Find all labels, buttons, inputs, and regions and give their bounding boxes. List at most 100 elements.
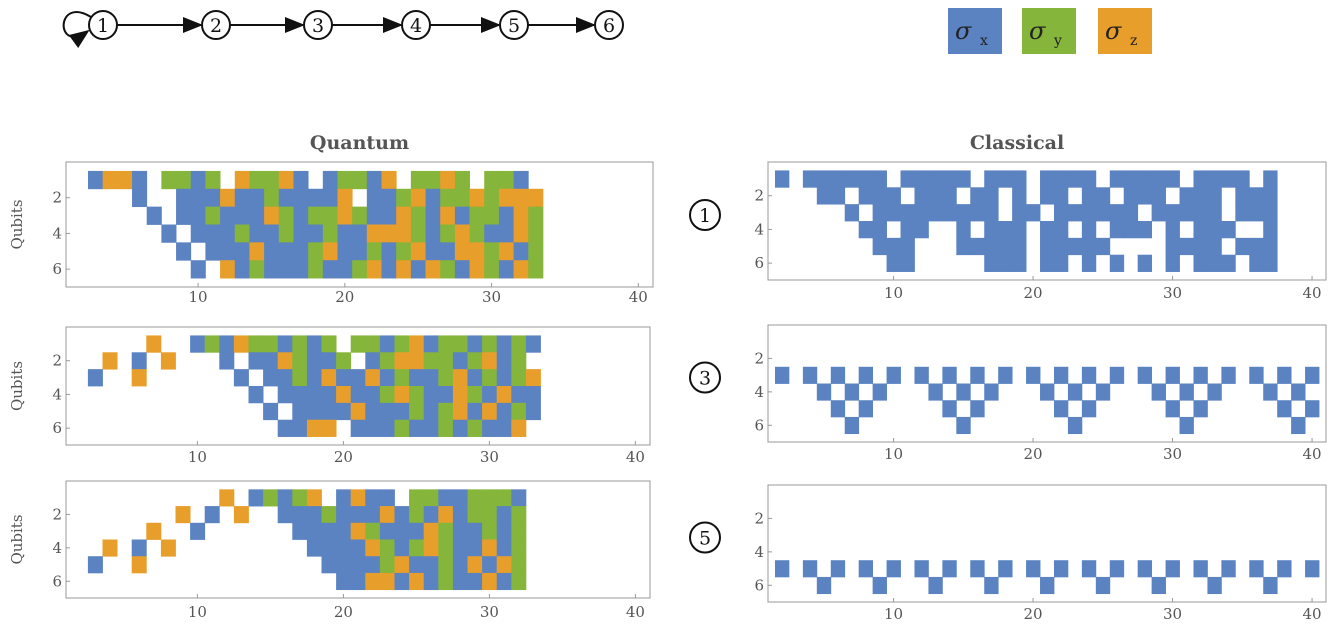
heatmap-cell <box>352 170 368 190</box>
heatmap-panel: 10 20 30 40 2 4 6 Qubits <box>8 326 651 466</box>
heatmap-cell <box>1095 576 1111 595</box>
heatmap-cell <box>984 576 999 595</box>
heatmap-cell <box>423 572 439 591</box>
heatmap-cell <box>970 560 985 578</box>
heatmap-cell <box>249 206 265 225</box>
heatmap-cell <box>467 386 483 404</box>
heatmap-cell <box>352 260 368 279</box>
heatmap-cell <box>306 352 322 370</box>
heatmap-cell <box>1221 221 1236 239</box>
heatmap-cell <box>306 506 322 524</box>
y-tick-label: 2 <box>52 505 62 523</box>
heatmap-cell <box>1053 204 1069 222</box>
heatmap-cell <box>409 489 425 507</box>
heatmap-cell <box>366 224 382 243</box>
heatmap-cell <box>998 221 1013 239</box>
heatmap-cell <box>1137 221 1153 239</box>
iteration-marker-circle <box>689 199 721 231</box>
heatmap-cell <box>292 489 308 507</box>
heatmap-cell <box>1053 237 1069 256</box>
heatmap-cell <box>366 260 382 279</box>
heatmap-cell <box>249 260 265 279</box>
heatmap-cell <box>1137 187 1153 205</box>
heatmap-cell <box>469 206 485 225</box>
heatmap-cell <box>1249 187 1264 205</box>
heatmap-cell <box>511 556 527 574</box>
heatmap-cell <box>1095 383 1111 401</box>
heatmap-cell <box>1277 400 1292 418</box>
heatmap-cell <box>886 237 901 256</box>
heatmap-cell <box>1263 237 1278 256</box>
heatmap-cell <box>381 206 397 225</box>
heatmap-cell <box>830 170 846 188</box>
heatmap-cell <box>263 369 279 387</box>
heatmap-cell <box>525 402 541 421</box>
heatmap-cell <box>496 369 512 387</box>
heatmap-cell <box>1137 254 1153 272</box>
heatmap-cell <box>1193 187 1208 205</box>
heatmap-cell <box>872 204 887 222</box>
heatmap-cell <box>88 170 104 190</box>
x-tick-label: 10 <box>884 445 903 463</box>
heatmap-cell <box>249 242 265 261</box>
self-loop-edge <box>62 11 92 49</box>
heatmap-cell <box>1207 237 1222 256</box>
heatmap-cell <box>454 260 470 279</box>
heatmap-cell <box>1193 254 1208 272</box>
heatmap-cell <box>452 522 468 540</box>
heatmap-cell <box>1026 560 1041 578</box>
heatmap-cell <box>409 572 425 591</box>
heatmap-cell <box>816 170 832 188</box>
heatmap-cell <box>381 260 397 279</box>
heatmap-cell <box>1081 187 1097 205</box>
heatmap-cell <box>277 386 293 404</box>
heatmap-cell <box>234 170 250 190</box>
heatmap-cell <box>336 402 352 421</box>
heatmap-cell <box>306 402 322 421</box>
heatmap-cell <box>396 224 412 243</box>
heatmap-cell <box>440 206 456 225</box>
heatmap-cell <box>1193 560 1208 578</box>
heatmap-cell <box>352 206 368 225</box>
heatmap-cell <box>409 522 425 540</box>
heatmap-cell <box>1123 187 1139 205</box>
heatmap-cell <box>956 204 971 222</box>
heatmap-cell <box>440 170 456 190</box>
heatmap-cell <box>131 556 147 574</box>
heatmap-cell <box>1081 400 1097 418</box>
heatmap-cell <box>337 260 353 279</box>
heatmap-cell <box>914 204 929 222</box>
heatmap-cell <box>482 556 498 574</box>
heatmap-cell <box>844 383 860 401</box>
heatmap-cell <box>1165 560 1180 578</box>
heatmap-cell <box>1193 237 1208 256</box>
heatmap-cell <box>1207 204 1222 222</box>
heatmap-cell <box>366 188 382 208</box>
heatmap-cell <box>1235 187 1250 205</box>
heatmap-cell <box>1053 187 1069 205</box>
heatmap-cell <box>350 522 366 540</box>
heatmap-cell <box>190 206 206 225</box>
heatmap-cell <box>322 242 338 261</box>
heatmap-cell <box>308 206 324 225</box>
heatmap-cell <box>394 419 410 437</box>
heatmap-cell <box>956 221 971 239</box>
heatmap-cell <box>513 224 529 243</box>
heatmap-cell <box>365 419 381 437</box>
heatmap-cell <box>322 206 338 225</box>
heatmap-cell <box>277 352 293 370</box>
heatmap-cell <box>942 204 957 222</box>
heatmap-cell <box>292 402 308 421</box>
heatmap-cell <box>409 419 425 437</box>
heatmap-cell <box>1277 366 1292 384</box>
legend-swatch <box>948 8 1002 54</box>
heatmap-cell <box>1081 560 1097 578</box>
y-tick-label: 6 <box>52 260 62 278</box>
heatmap-cell <box>248 386 264 404</box>
heatmap-cell <box>1012 170 1027 188</box>
heatmap-cell <box>248 352 264 370</box>
heatmap-cell <box>425 170 441 190</box>
heatmap-cell <box>1026 204 1041 222</box>
heatmap-cell <box>1207 170 1222 188</box>
heatmap-cell <box>161 224 177 243</box>
